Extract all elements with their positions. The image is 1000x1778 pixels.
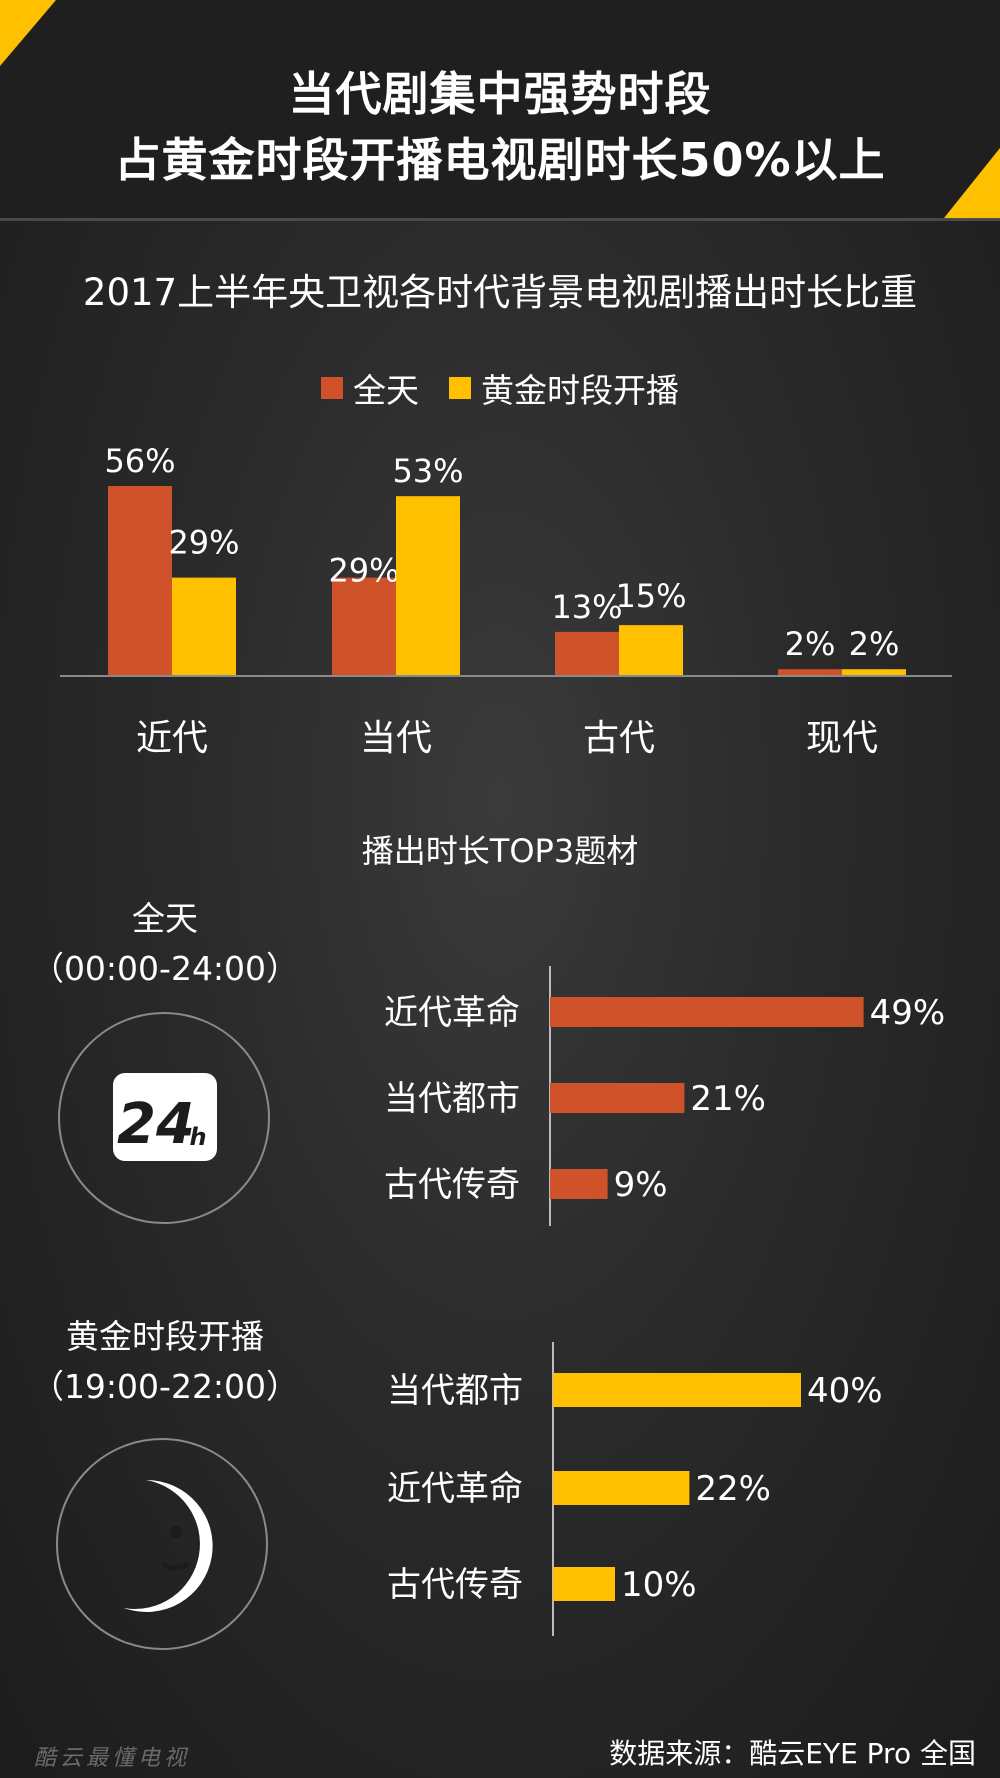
corner-decoration-top-left [0, 0, 56, 66]
allday-time-range: （00:00-24:00） [30, 949, 300, 988]
prime-time-range: （19:00-22:00） [30, 1367, 300, 1406]
hbar-bar-0 [550, 997, 864, 1027]
bar-label-prime-1: 53% [392, 452, 463, 490]
hbar-value-0: 49% [870, 993, 946, 1033]
hbar-category-0: 当代都市 [387, 1371, 523, 1411]
category-label-0: 近代 [136, 718, 208, 759]
bar-prime-1 [396, 496, 460, 676]
legend-label-prime: 黄金时段开播 [481, 371, 679, 410]
legend-item-prime: 黄金时段开播 [449, 364, 679, 412]
allday-icon-circle: 24 h [58, 1012, 270, 1224]
allday-period-label: 全天 （00:00-24:00） [20, 894, 310, 994]
bar-label-allday-0: 56% [104, 442, 175, 480]
prime-icon-circle [56, 1438, 268, 1650]
hbar-bar-2 [553, 1567, 615, 1601]
hbar-category-1: 近代革命 [387, 1469, 523, 1509]
era-bar-chart: 56% 29% 近代 29% 53% 当代 13%15% 古代 2% 2% 现代 [60, 442, 952, 759]
hbar-bar-1 [550, 1083, 685, 1113]
hbar-bar-2 [550, 1169, 608, 1199]
chart-legend: 全天 黄金时段开播 [0, 364, 1000, 412]
hbar-value-2: 9% [614, 1165, 668, 1205]
chart-title: 2017上半年央卫视各时代背景电视剧播出时长比重 [82, 271, 918, 314]
svg-text:h: h [189, 1123, 206, 1151]
bar-prime-2 [619, 625, 683, 676]
headline-line-1: 当代剧集中强势时段 [288, 67, 712, 121]
header-banner: 当代剧集中强势时段 占黄金时段开播电视剧时长50%以上 [0, 0, 1000, 221]
moon-icon [124, 1479, 213, 1612]
category-label-3: 现代 [806, 718, 878, 759]
legend-swatch-prime [449, 377, 471, 399]
bar-label-prime-2: 15% [615, 577, 686, 615]
hbar-value-0: 40% [807, 1371, 883, 1411]
allday-top3-chart: 近代革命 49% 当代都市 21% 古代传奇 9% [384, 966, 946, 1226]
hbar-category-2: 古代传奇 [384, 1165, 520, 1205]
hbar-value-1: 22% [695, 1469, 771, 1509]
headline-line-2: 占黄金时段开播电视剧时长50%以上 [114, 133, 886, 187]
hbar-bar-0 [553, 1373, 801, 1407]
hbar-value-2: 10% [621, 1565, 697, 1605]
category-label-1: 当代 [360, 718, 432, 759]
corner-decoration-bottom-right [944, 148, 1000, 218]
hbar-category-2: 古代传奇 [387, 1565, 523, 1605]
legend-item-allday: 全天 [321, 364, 419, 412]
hbar-bar-1 [553, 1471, 690, 1505]
prime-title: 黄金时段开播 [66, 1317, 264, 1356]
prime-period-label: 黄金时段开播 （19:00-22:00） [20, 1312, 310, 1412]
hbar-category-1: 当代都市 [384, 1079, 520, 1119]
bar-label-prime-0: 29% [168, 524, 239, 562]
allday-title: 全天 [132, 899, 198, 938]
bar-label-allday-2: 13% [551, 588, 622, 626]
bar-allday-3 [778, 669, 842, 676]
bar-label-allday-1: 29% [328, 552, 399, 590]
prime-top3-chart: 当代都市 40% 近代革命 22% 古代传奇 10% [387, 1342, 883, 1636]
svg-text:24: 24 [117, 1092, 195, 1157]
legend-label-allday: 全天 [353, 371, 419, 410]
bar-allday-2 [555, 631, 619, 676]
top3-title: 播出时长TOP3题材 [361, 832, 639, 870]
legend-swatch-allday [321, 377, 343, 399]
hbar-value-1: 21% [690, 1079, 766, 1119]
bar-prime-0 [172, 577, 236, 676]
footer-watermark: 酷云最懂电视 [34, 1746, 191, 1771]
bar-prime-3 [842, 669, 906, 676]
bar-label-allday-3: 2% [785, 625, 836, 663]
24h-icon: 24 h [113, 1073, 217, 1161]
bar-allday-0 [108, 486, 172, 676]
hbar-category-0: 近代革命 [384, 993, 520, 1033]
category-label-2: 古代 [583, 718, 655, 759]
bar-label-prime-3: 2% [849, 625, 900, 663]
bar-allday-1 [332, 577, 396, 676]
footer-source: 数据来源：酷云EYE Pro 全国 [609, 1737, 976, 1770]
